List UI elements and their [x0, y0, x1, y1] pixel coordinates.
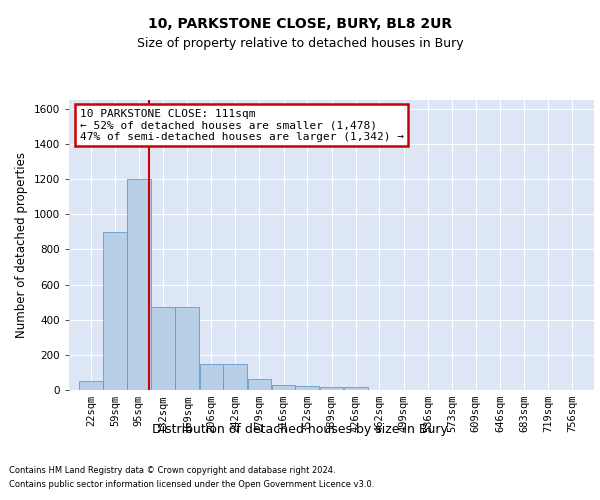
- Bar: [272, 384, 295, 390]
- Bar: [223, 364, 247, 390]
- Y-axis label: Number of detached properties: Number of detached properties: [15, 152, 28, 338]
- Bar: [127, 179, 151, 390]
- Bar: [200, 364, 223, 390]
- Bar: [248, 380, 271, 390]
- Text: 10, PARKSTONE CLOSE, BURY, BL8 2UR: 10, PARKSTONE CLOSE, BURY, BL8 2UR: [148, 18, 452, 32]
- Bar: [175, 308, 199, 390]
- Text: 10 PARKSTONE CLOSE: 111sqm
← 52% of detached houses are smaller (1,478)
47% of s: 10 PARKSTONE CLOSE: 111sqm ← 52% of deta…: [79, 108, 404, 142]
- Bar: [151, 308, 175, 390]
- Text: Size of property relative to detached houses in Bury: Size of property relative to detached ho…: [137, 38, 463, 51]
- Text: Distribution of detached houses by size in Bury: Distribution of detached houses by size …: [152, 422, 448, 436]
- Bar: [320, 388, 343, 390]
- Bar: [79, 381, 103, 390]
- Bar: [344, 388, 368, 390]
- Text: Contains public sector information licensed under the Open Government Licence v3: Contains public sector information licen…: [9, 480, 374, 489]
- Bar: [103, 232, 127, 390]
- Text: Contains HM Land Registry data © Crown copyright and database right 2024.: Contains HM Land Registry data © Crown c…: [9, 466, 335, 475]
- Bar: [295, 386, 319, 390]
